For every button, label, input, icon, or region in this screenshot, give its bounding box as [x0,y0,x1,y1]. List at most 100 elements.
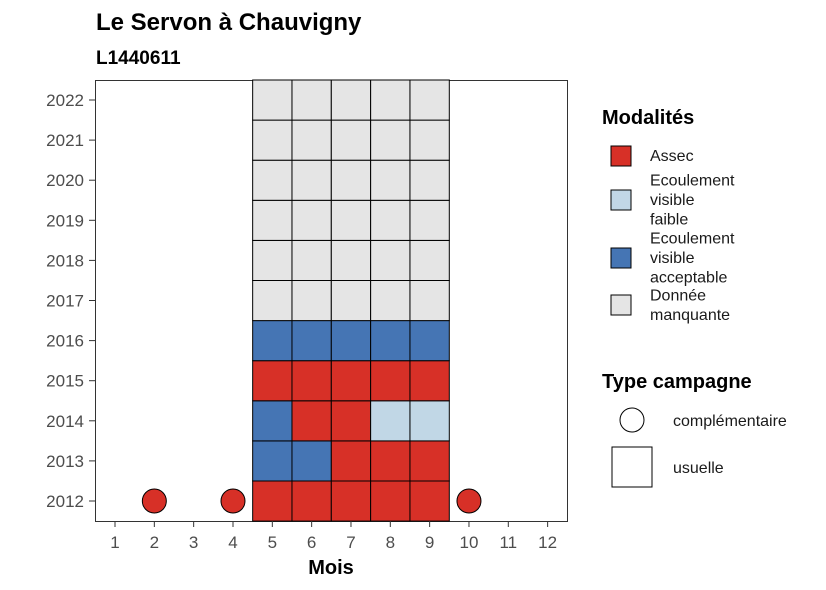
x-tick-label-2: 2 [150,533,159,552]
x-tick-label-8: 8 [386,533,395,552]
points-layer [141,488,482,514]
cell-2015-m5 [252,360,293,402]
y-tick-label-2013: 2013 [46,452,84,471]
cell-2019-m9 [409,199,450,241]
x-tick-label-11: 11 [499,533,517,552]
cell-2018-m6 [291,239,332,281]
x-tick-label-6: 6 [307,533,316,552]
legend-swatch-3 [610,294,632,316]
cell-2021-m6 [291,119,332,161]
legend-swatch-1 [610,189,632,211]
cell-2017-m8 [370,280,411,322]
cell-2020-m8 [370,159,411,201]
x-tick-label-7: 7 [346,533,355,552]
cell-2016-m8 [370,320,411,362]
y-tick-label-2022: 2022 [46,91,84,110]
cell-2022-m8 [370,79,411,121]
cell-2013-m9 [409,440,450,482]
cell-2012-m5 [252,480,293,522]
cell-2018-m7 [330,239,372,281]
cell-2016-m7 [330,320,372,362]
cell-2015-m8 [370,360,411,402]
x-tick-label-10: 10 [460,533,479,552]
cell-2021-m9 [409,119,450,161]
cell-2019-m5 [252,199,293,241]
cell-2021-m5 [252,119,293,161]
cell-2015-m6 [291,360,332,402]
cell-2014-m5 [252,400,293,442]
y-tick-label-2015: 2015 [46,372,84,391]
legend-label-3: Donnée manquante [650,287,730,324]
x-tick-label-3: 3 [189,533,198,552]
chart-title: Le Servon à Chauvigny [96,9,362,36]
y-tick-label-2018: 2018 [46,251,84,270]
legend-modalites-title: Modalités [602,107,694,129]
cell-2018-m5 [252,239,293,281]
y-tick-label-2014: 2014 [46,412,84,431]
x-tick-label-1: 1 [110,533,119,552]
legend-shape-circle [619,407,645,433]
cells-layer [252,79,450,522]
y-axis: 2012 2013 2014 2015 2016 2017 2018 2019 2020 2021… [46,91,95,511]
cell-2016-m9 [409,320,450,362]
cell-2019-m6 [291,199,332,241]
cell-2020-m5 [252,159,293,201]
cell-2022-m9 [409,79,450,121]
x-tick-label-5: 5 [268,533,277,552]
cell-2020-m6 [291,159,332,201]
legend-campagne: Type campagne complémentaire usuelle [602,371,787,488]
cell-2013-m5 [252,440,293,482]
legend-label-0: Assec [650,148,694,165]
cell-2019-m8 [370,199,411,241]
cell-2017-m9 [409,280,450,322]
y-tick-label-2019: 2019 [46,211,84,230]
cell-2020-m7 [330,159,372,201]
x-tick-label-9: 9 [425,533,434,552]
cell-2021-m7 [330,119,372,161]
legend-swatch-0 [610,145,632,167]
cell-2012-m9 [409,480,450,522]
cell-2022-m5 [252,79,293,121]
cell-2016-m5 [252,320,293,362]
cell-2022-m7 [330,79,372,121]
cell-2017-m5 [252,280,293,322]
cell-2012-m8 [370,480,411,522]
x-axis: 1 2 3 4 5 6 7 8 9 10 11 12 [110,521,557,552]
legend-label-1: Ecoulement visible faible [650,173,735,229]
point-2012-m10 [456,488,482,514]
legend-swatch-2 [610,247,632,269]
x-tick-label-12: 12 [538,533,557,552]
cell-2013-m7 [330,440,372,482]
cell-2014-m6 [291,400,332,442]
legend-campagne-title: Type campagne [602,371,752,393]
cell-2015-m9 [409,360,450,402]
legend-modalites: Modalités Assec Ecoulement visible faibleEc… [602,107,735,324]
cell-2017-m7 [330,280,372,322]
x-tick-label-4: 4 [228,533,237,552]
point-2012-m2 [141,488,167,514]
cell-2019-m7 [330,199,372,241]
y-tick-label-2016: 2016 [46,332,84,351]
cell-2016-m6 [291,320,332,362]
chart-subtitle: L1440611 [96,48,181,69]
cell-2015-m7 [330,360,372,402]
cell-2018-m8 [370,239,411,281]
cell-2014-m9 [409,400,450,442]
cell-2013-m6 [291,440,332,482]
x-axis-title: Mois [308,557,354,579]
cell-2017-m6 [291,280,332,322]
legend-campagne-label-1: usuelle [673,460,724,477]
cell-2012-m6 [291,480,332,522]
legend-shape-square [611,446,653,488]
y-tick-label-2017: 2017 [46,292,84,311]
y-tick-label-2012: 2012 [46,492,84,511]
cell-2020-m9 [409,159,450,201]
cell-2014-m8 [370,400,411,442]
cell-2021-m8 [370,119,411,161]
legend-label-2: Ecoulement visible acceptable [650,231,735,287]
point-2012-m4 [220,488,246,514]
cell-2013-m8 [370,440,411,482]
y-tick-label-2020: 2020 [46,171,84,190]
legend-campagne-label-0: complémentaire [673,413,787,430]
